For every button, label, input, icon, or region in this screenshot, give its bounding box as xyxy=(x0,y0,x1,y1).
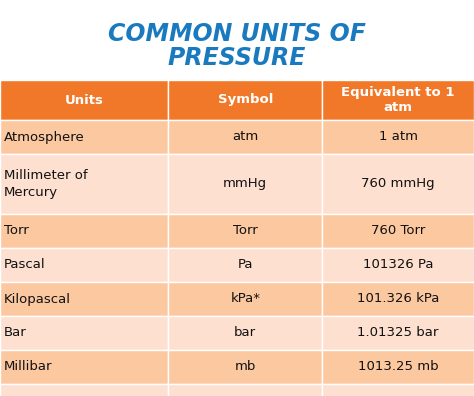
Bar xyxy=(322,384,474,396)
Bar xyxy=(322,350,474,384)
Bar xyxy=(168,154,322,214)
Bar xyxy=(322,120,474,154)
Bar xyxy=(322,80,474,120)
Text: 101326 Pa: 101326 Pa xyxy=(363,259,433,272)
Bar xyxy=(168,120,322,154)
Bar xyxy=(322,214,474,248)
Text: 1 atm: 1 atm xyxy=(379,131,418,143)
Bar xyxy=(322,316,474,350)
Bar xyxy=(322,282,474,316)
Text: COMMON UNITS OF: COMMON UNITS OF xyxy=(108,22,366,46)
Bar xyxy=(0,282,168,316)
Text: 1013.25 mb: 1013.25 mb xyxy=(358,360,438,373)
Text: 760 mmHg: 760 mmHg xyxy=(361,177,435,190)
Text: atm: atm xyxy=(232,131,258,143)
Bar xyxy=(322,154,474,214)
Text: Millimeter of
Mercury: Millimeter of Mercury xyxy=(4,169,88,199)
Text: Units: Units xyxy=(64,93,104,107)
Bar xyxy=(322,248,474,282)
Text: Torr: Torr xyxy=(233,225,258,238)
Text: Pascal: Pascal xyxy=(4,259,46,272)
Text: Equivalent to 1
atm: Equivalent to 1 atm xyxy=(341,86,455,114)
Bar xyxy=(0,214,168,248)
Bar xyxy=(0,384,168,396)
Bar xyxy=(0,154,168,214)
Bar xyxy=(168,80,322,120)
Text: Kilopascal: Kilopascal xyxy=(4,293,71,305)
Text: Bar: Bar xyxy=(4,326,27,339)
Text: 1.01325 bar: 1.01325 bar xyxy=(357,326,439,339)
Text: mb: mb xyxy=(235,360,256,373)
Bar xyxy=(168,214,322,248)
Bar xyxy=(168,248,322,282)
Text: 101.326 kPa: 101.326 kPa xyxy=(357,293,439,305)
Bar xyxy=(0,120,168,154)
Bar xyxy=(168,316,322,350)
Text: Torr: Torr xyxy=(4,225,29,238)
Bar xyxy=(168,384,322,396)
Bar xyxy=(168,282,322,316)
Text: bar: bar xyxy=(234,326,256,339)
Text: Millibar: Millibar xyxy=(4,360,53,373)
Bar xyxy=(0,80,168,120)
Bar xyxy=(168,350,322,384)
Text: mmHg: mmHg xyxy=(223,177,267,190)
Text: kPa*: kPa* xyxy=(230,293,260,305)
Bar xyxy=(0,350,168,384)
Text: PRESSURE: PRESSURE xyxy=(168,46,306,70)
Bar xyxy=(0,316,168,350)
Bar xyxy=(0,248,168,282)
Text: Pa: Pa xyxy=(237,259,253,272)
Text: 760 Torr: 760 Torr xyxy=(371,225,425,238)
Text: Atmosphere: Atmosphere xyxy=(4,131,85,143)
Text: Symbol: Symbol xyxy=(218,93,273,107)
